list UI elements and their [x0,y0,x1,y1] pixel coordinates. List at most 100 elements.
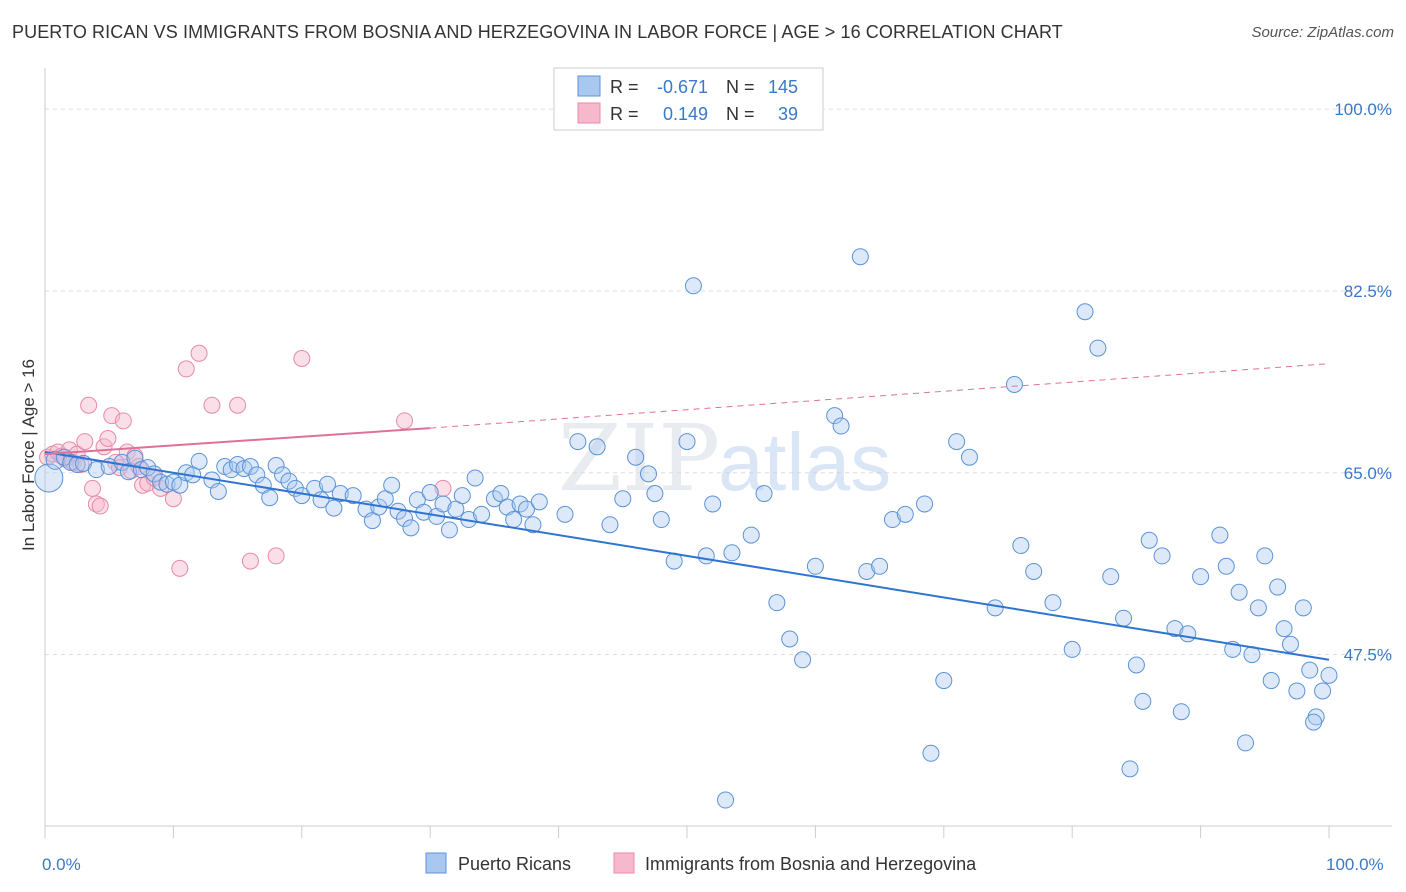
grid-lines [45,108,1392,656]
blue-point-96 [896,505,914,523]
pink-point-35 [267,547,285,565]
blue-point-100 [948,433,966,451]
pink-point-29 [171,559,189,577]
y-tick-label-0: 100.0% [1334,100,1392,119]
blue-point-14 [152,473,170,491]
blue-point-22 [209,482,227,500]
watermark: ZIP atlas [558,405,891,512]
chart-title: PUERTO RICAN VS IMMIGRANTS FROM BOSNIA A… [12,22,1063,42]
blue-point-74 [627,448,645,466]
blue-point-83 [723,544,741,562]
blue-point-137 [1275,620,1293,638]
blue-point-95 [883,511,901,529]
x-tick-label-max: 100.0% [1326,855,1384,874]
bottom-legend-swatch-blue [425,852,447,874]
bottom-legend-swatch-pink [613,852,635,874]
pink-point-37 [396,412,414,430]
blue-point-125 [1281,635,1299,653]
blue-point-33 [280,472,298,490]
legend-swatch-blue [577,75,601,97]
blue-point-0 [34,463,64,493]
blue-point-31 [267,457,285,475]
blue-point-115 [1166,620,1184,638]
pink-point-9 [76,433,94,451]
blue-point-89 [806,557,824,575]
pink-point-13 [91,497,109,515]
trend-lines [44,363,1330,661]
blue-point-80 [684,277,702,295]
blue-point-117 [1192,568,1210,586]
blue-point-20 [190,452,208,470]
blue-point-122 [1249,599,1267,617]
blue-point-140 [717,791,735,809]
blue-point-84 [742,526,760,544]
blue-point-134 [1134,692,1152,710]
blue-point-49 [402,519,420,537]
blue-point-131 [1172,703,1190,721]
blue-point-40 [331,485,349,503]
blue-point-88 [794,651,812,669]
blue-point-55 [440,521,458,539]
blue-point-106 [1044,594,1062,612]
blue-point-126 [1294,599,1312,617]
blue-point-76 [646,485,664,503]
pink-point-30 [177,360,195,378]
blue-point-15 [158,475,176,493]
pink-point-31 [190,344,208,362]
blue-point-123 [1256,547,1274,565]
blue-point-92 [851,248,869,266]
pink-point-33 [229,396,247,414]
blue-point-130 [1320,666,1338,684]
blue-point-87 [781,630,799,648]
blue-point-124 [1269,578,1287,596]
legend-r-value-2: 0.149 [663,104,708,124]
y-tick-label-3: 47.5% [1344,646,1392,665]
blue-point-139 [1305,713,1323,731]
blue-point-107 [1063,640,1081,658]
blue-point-116 [1179,625,1197,643]
blue-point-85 [755,485,773,503]
pink-point-10 [80,396,98,414]
blue-point-112 [1127,656,1145,674]
blue-point-98 [922,744,940,762]
blue-point-52 [421,484,439,502]
blue-point-129 [1314,682,1332,700]
bottom-legend-label-pink: Immigrants from Bosnia and Herzegovina [645,854,977,874]
blue-point-46 [383,476,401,494]
top-legend: R = -0.671 N = 145 R = 0.149 N = 39 [553,67,824,131]
blue-point-90 [826,407,844,425]
blue-point-120 [1230,583,1248,601]
blue-point-103 [1005,375,1023,393]
blue-point-99 [935,672,953,690]
blue-point-75 [639,465,657,483]
pink-point-32 [203,396,221,414]
blue-point-79 [678,433,696,451]
y-tick-label-1: 82.5% [1344,282,1392,301]
blue-point-135 [1262,672,1280,690]
pink-point-15 [99,429,117,447]
legend-n-value-1: 145 [768,77,798,97]
legend-n-value-2: 39 [778,104,798,124]
blue-point-38 [318,475,336,493]
blue-point-57 [453,487,471,505]
legend-n-label-2: N = [726,104,755,124]
blue-point-64 [505,511,523,529]
blue-point-54 [434,495,452,513]
pink-point-19 [114,412,132,430]
pink-point-34 [241,552,259,570]
pink-point-36 [293,350,311,367]
blue-point-77 [652,511,670,529]
blue-point-3 [62,453,80,471]
series-puerto-rican-points [34,248,1338,809]
blue-point-102 [986,599,1004,617]
blue-point-104 [1012,537,1030,554]
blue-point-41 [344,487,362,505]
blue-point-109 [1089,339,1107,357]
blue-point-72 [601,516,619,534]
blue-point-66 [518,500,535,518]
blue-point-113 [1140,531,1158,549]
y-tick-labels: 100.0% 82.5% 65.0% 47.5% [1334,100,1392,664]
blue-point-114 [1153,547,1171,565]
blue-point-101 [960,448,978,466]
